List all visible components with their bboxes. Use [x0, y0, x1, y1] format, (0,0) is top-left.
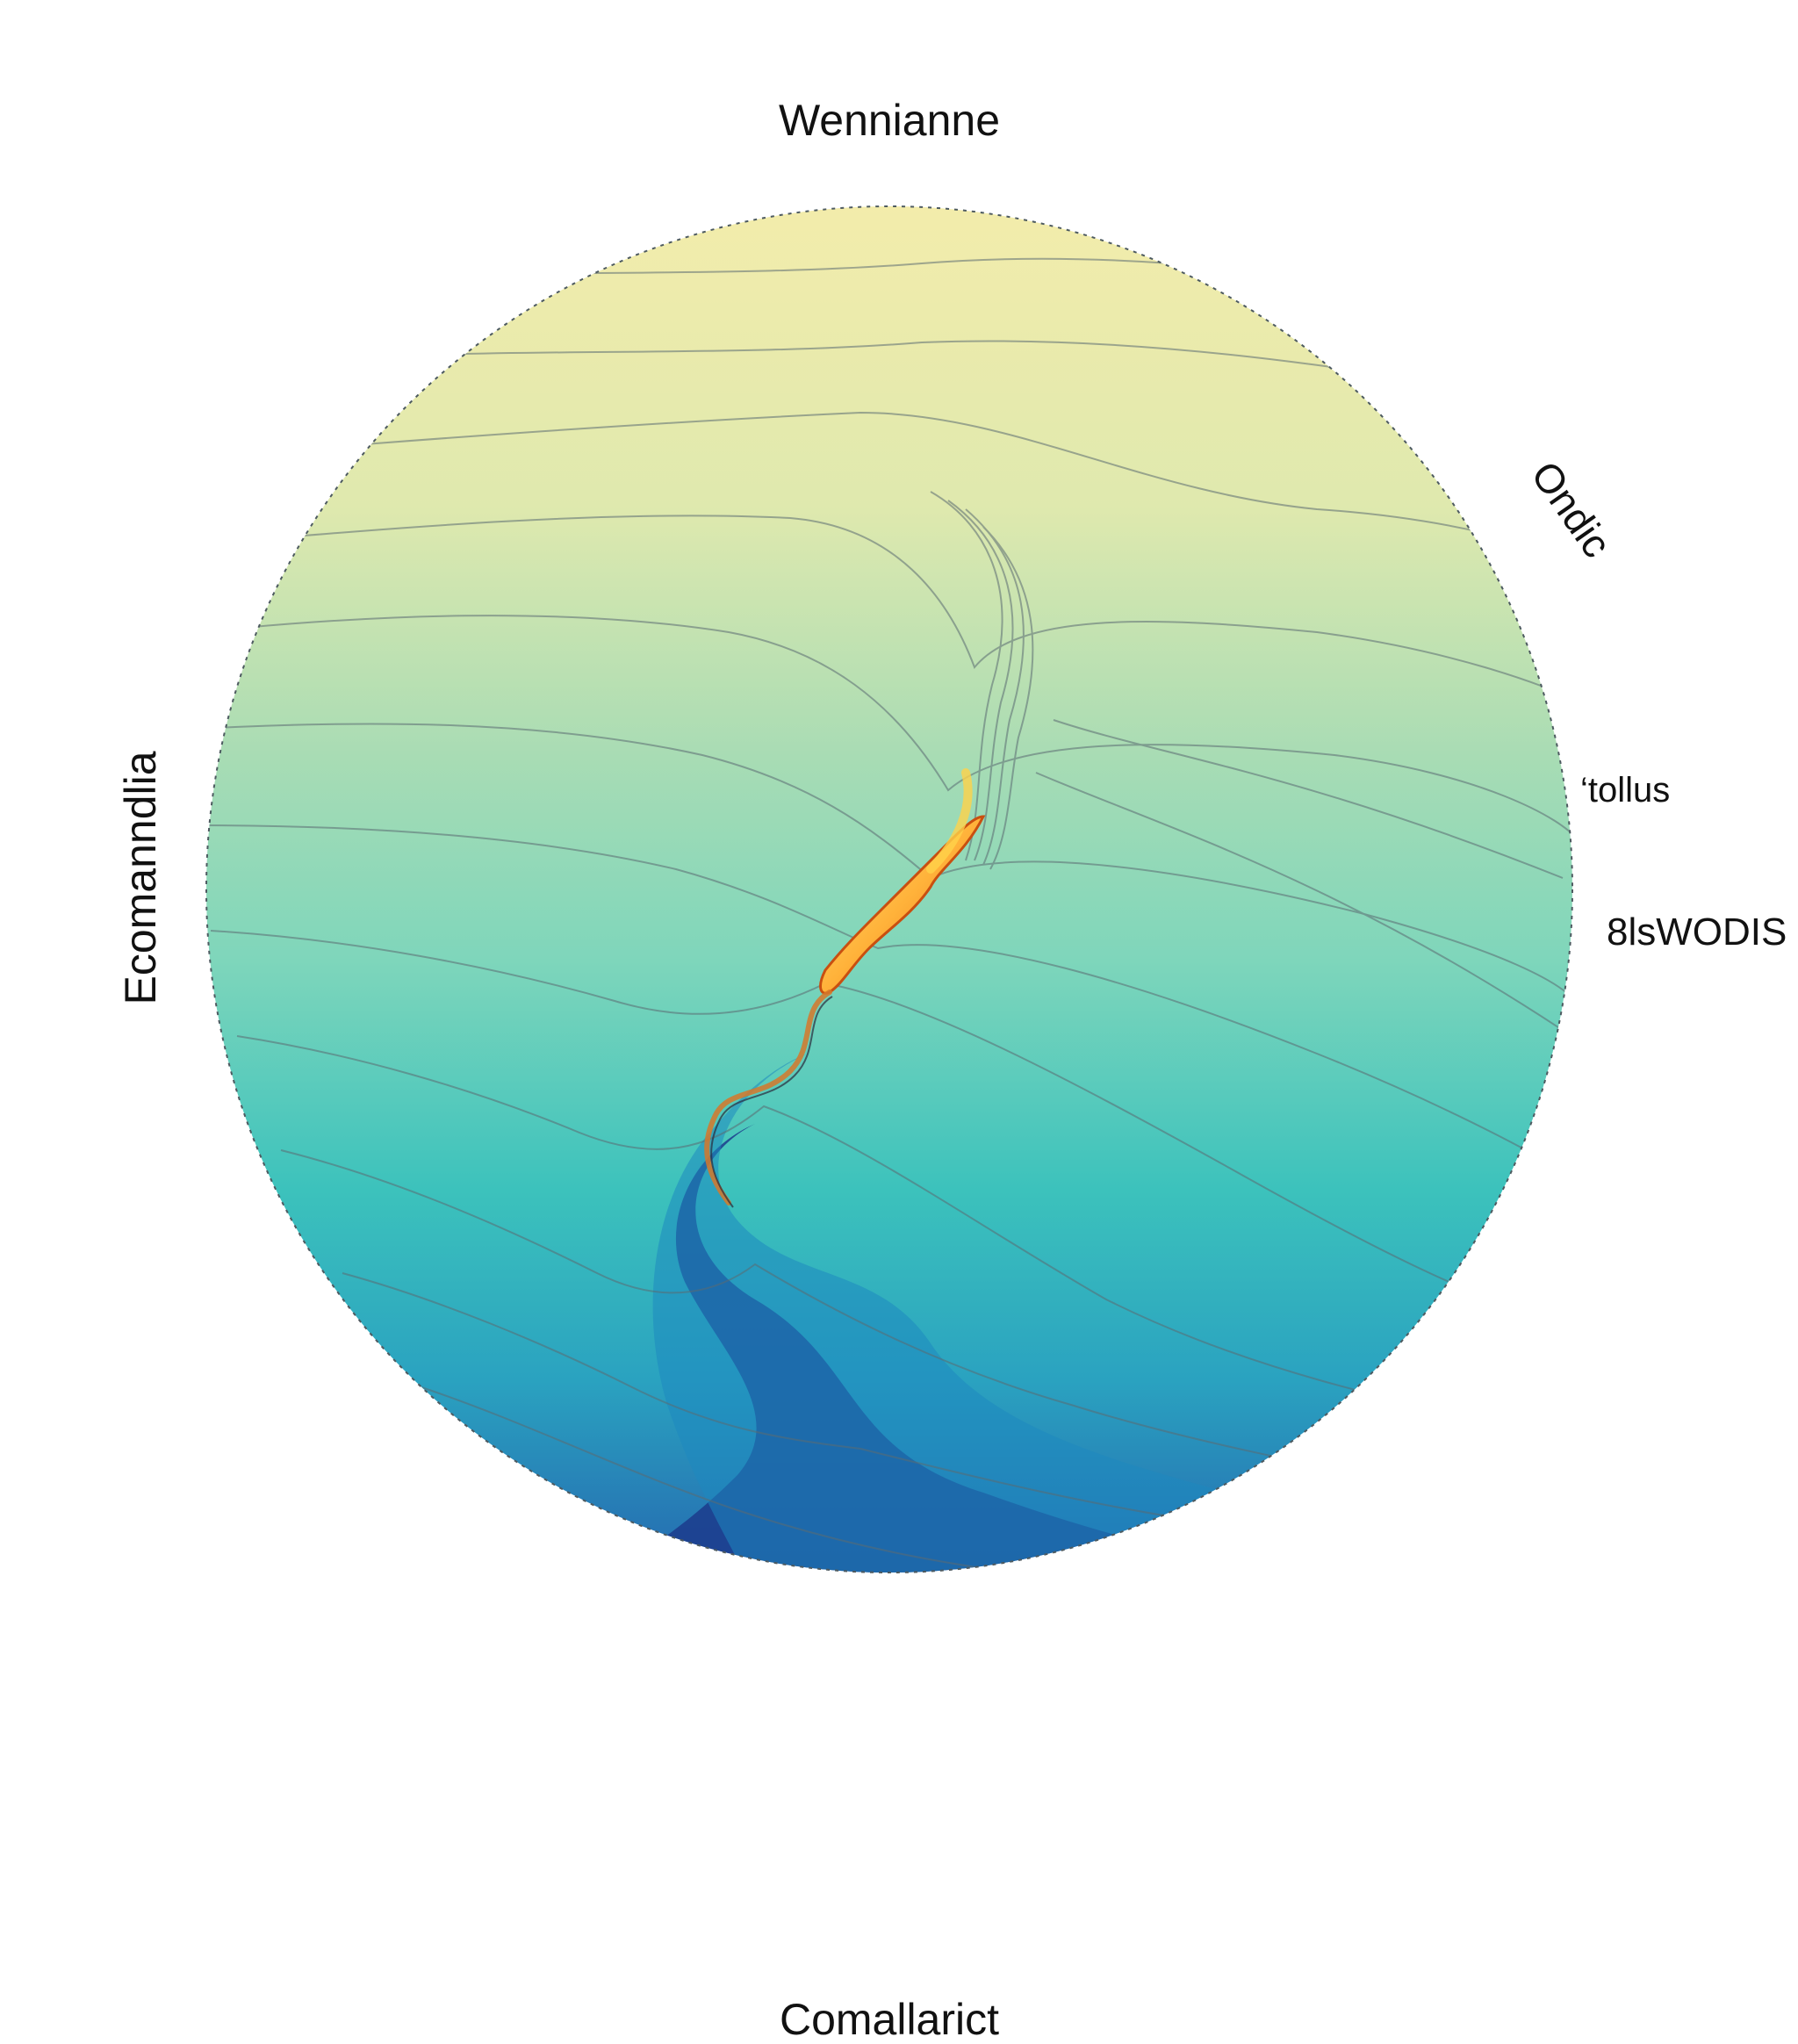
label-left: Ecomanndlia [116, 751, 165, 1005]
disc-outline [205, 205, 1573, 1573]
contour-lines [206, 257, 1572, 1573]
plume-boundary [704, 990, 832, 1206]
disc-background [206, 206, 1572, 1573]
label-right-2: 8lsWODIS [1607, 910, 1787, 954]
label-right-1: ‘tollus [1580, 771, 1671, 810]
label-bottom: Comallarict [779, 1995, 1000, 2044]
hot-glow [926, 768, 973, 874]
label-top: Wennianne [778, 96, 1001, 145]
diagram-canvas [205, 205, 1573, 1573]
plume-boundary-dark [710, 996, 833, 1208]
